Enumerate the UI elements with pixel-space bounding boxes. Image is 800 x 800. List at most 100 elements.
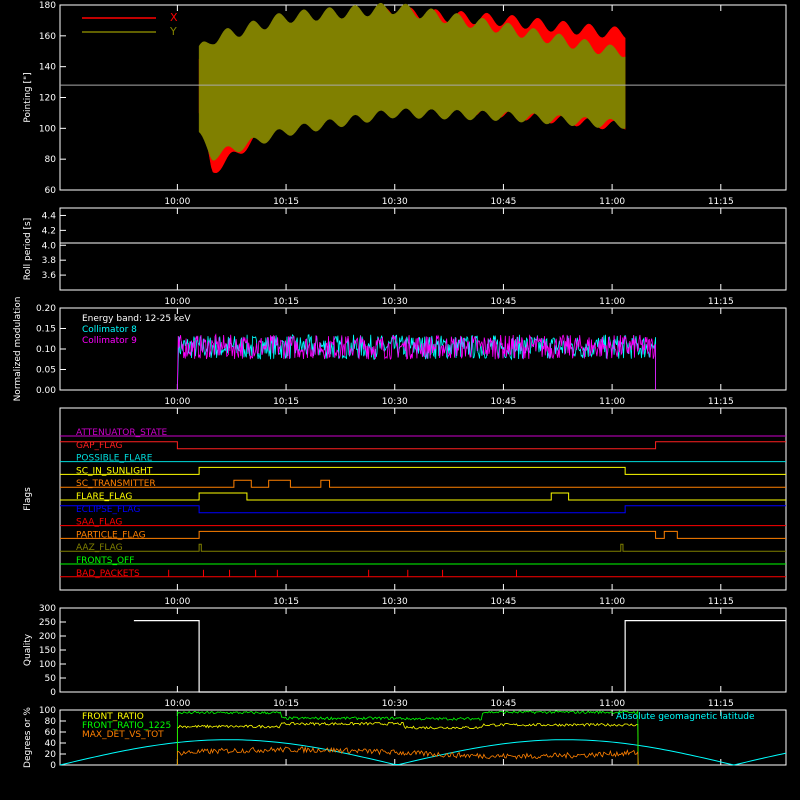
x-tick-label: 10:45: [490, 699, 516, 709]
y-tick-label: 0.05: [36, 366, 56, 376]
y-tick-label: 300: [39, 604, 56, 614]
y-tick-label: 4.0: [42, 241, 57, 251]
flag-label: POSSIBLE_FLARE: [76, 454, 153, 464]
pointing-panel: 10:00 10:15 10:30 10:45 11:00 11:15 Pointing […: [23, 1, 787, 207]
y-tick-label: 50: [45, 674, 57, 684]
x-tick-label: 11:00: [599, 297, 625, 307]
x-tick-label: 10:45: [490, 197, 516, 207]
x-tick-label: 10:15: [273, 297, 299, 307]
y-axis-label: Degrees or %: [23, 707, 33, 768]
flag-label: ECLIPSE_FLAG: [76, 505, 140, 515]
geomagnetic-latitude-line: [59, 739, 787, 766]
y-tick-label: 100: [39, 124, 56, 134]
quality-panel: 10:00 10:15 10:30 10:45 11:00 11:15 Quality 0 50…: [23, 604, 787, 709]
x-tick-label: 10:30: [382, 597, 408, 607]
x-tick-label: 10:30: [382, 297, 408, 307]
y-tick-label: 3.6: [42, 271, 57, 281]
y-tick-label: 80: [45, 717, 57, 727]
y-tick-label: 100: [39, 660, 56, 670]
roll-period-panel: 10:00 10:15 10:30 10:45 11:00 11:15 Roll perio…: [23, 207, 787, 307]
flags-panel: 10:00 10:15 10:30 10:45 11:00 11:15 Flags ATTEN…: [23, 407, 787, 607]
series-band-y: [198, 2, 626, 161]
x-tick-label: 10:00: [164, 197, 190, 207]
geomagnetic-latitude-label: Absolute geomagnetic latitude: [616, 712, 755, 722]
legend-label: MAX_DET_VS_TOT: [82, 730, 164, 740]
flag-label: SAA_FLAG: [76, 518, 122, 528]
y-axis-label: Roll period [s]: [23, 218, 33, 280]
flag-label: GAP_FLAG: [76, 441, 122, 451]
x-tick-label: 10:15: [273, 397, 299, 407]
energy-band-label: Energy band: 12-25 keV: [82, 314, 191, 324]
front-ratio-series-1: [176, 709, 639, 766]
y-tick-label: 120: [39, 94, 56, 104]
x-tick-label: 11:00: [599, 597, 625, 607]
y-axis-label: Quality: [23, 633, 33, 666]
y-axis-label: Flags: [23, 487, 33, 511]
y-tick-label: 100: [39, 706, 56, 716]
y-tick-label: 4.4: [42, 211, 57, 221]
x-tick-label: 10:15: [273, 699, 299, 709]
legend-label-collimator-9: Collimator 9: [82, 336, 137, 346]
flag-label: SC_IN_SUNLIGHT: [76, 466, 153, 476]
x-tick-label: 10:45: [490, 297, 516, 307]
quality-line: [133, 619, 786, 693]
x-tick-label: 10:00: [164, 597, 190, 607]
y-tick-label: 0.00: [36, 386, 56, 396]
legend-label-y: Y: [169, 25, 177, 38]
flag-label: PARTICLE_FLAG: [76, 530, 146, 540]
x-tick-label: 10:00: [164, 297, 190, 307]
flag-line: [60, 530, 786, 539]
y-tick-label: 0: [50, 761, 56, 771]
legend-label-collimator-8: Collimator 8: [82, 325, 137, 335]
y-tick-label: 20: [45, 750, 57, 760]
y-tick-label: 160: [39, 32, 56, 42]
y-tick-label: 0.20: [36, 304, 56, 314]
x-tick-label: 10:30: [382, 397, 408, 407]
modulation-series-9: [176, 333, 656, 391]
flag-label: FRONTS_OFF: [76, 556, 134, 566]
y-tick-label: 180: [39, 1, 56, 11]
legend-label: FRONT_RATIO: [82, 712, 144, 722]
front-ratio-series-0: [176, 721, 639, 766]
x-tick-label: 11:15: [708, 297, 734, 307]
y-tick-label: 3.8: [42, 256, 57, 266]
x-tick-label: 11:00: [599, 197, 625, 207]
front-ratio-series-2: [176, 745, 639, 766]
x-tick-label: 11:15: [708, 597, 734, 607]
y-tick-label: 4.2: [42, 226, 56, 236]
flag-label: AAZ_FLAG: [76, 543, 123, 553]
plot-frame: [59, 407, 787, 591]
y-tick-label: 140: [39, 63, 56, 73]
x-tick-label: 11:15: [708, 197, 734, 207]
y-tick-label: 60: [45, 186, 57, 196]
legend-label: FRONT_RATIO_1225: [82, 721, 171, 731]
plot-frame: [59, 207, 787, 291]
y-tick-label: 0.15: [36, 325, 56, 335]
flag-line: [60, 543, 786, 552]
plot-frame: [59, 709, 787, 766]
flag-label: SC_TRANSMITTER: [76, 479, 156, 489]
x-tick-label: 11:15: [708, 699, 734, 709]
flag-line: [60, 441, 786, 450]
x-tick-label: 10:15: [273, 597, 299, 607]
flag-line: [60, 505, 786, 514]
x-tick-label: 10:45: [490, 597, 516, 607]
y-tick-label: 150: [39, 646, 56, 656]
x-tick-label: 11:00: [599, 397, 625, 407]
y-tick-label: 40: [45, 739, 57, 749]
y-tick-label: 0: [50, 688, 56, 698]
x-tick-label: 10:15: [273, 197, 299, 207]
flag-line: [60, 479, 786, 488]
y-axis-label: Pointing ["]: [23, 72, 33, 122]
modulation-panel: 10:00 10:15 10:30 10:45 11:00 11:15 Normalized…: [13, 297, 787, 407]
flag-label: FLARE_FLAG: [76, 492, 132, 502]
x-tick-label: 11:15: [708, 397, 734, 407]
y-tick-label: 60: [45, 728, 57, 738]
flag-line: [60, 466, 786, 475]
y-tick-label: 80: [45, 155, 57, 165]
y-tick-label: 0.10: [36, 345, 56, 355]
y-tick-label: 200: [39, 632, 56, 642]
x-tick-label: 10:00: [164, 699, 190, 709]
y-axis-label: Normalized modulation: [13, 297, 23, 402]
